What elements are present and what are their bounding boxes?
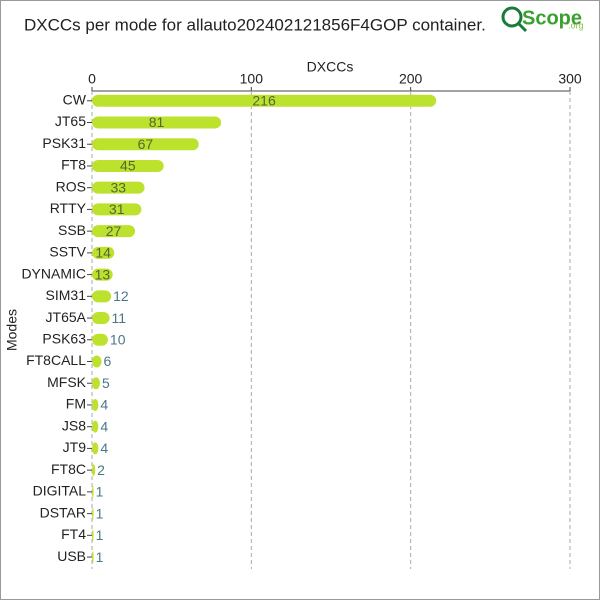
y-tick-label: FM: [66, 396, 86, 412]
x-tick-label: 200: [399, 71, 423, 87]
y-tick-label: JT9: [63, 439, 87, 455]
value-label: 11: [112, 310, 127, 326]
bar: [92, 312, 110, 325]
bar: [92, 333, 108, 346]
bar: [92, 181, 145, 194]
y-tick-label: PSK31: [42, 135, 86, 151]
y-tick-label: JS8: [62, 417, 86, 433]
y-tick-label: JT65: [55, 113, 86, 129]
y-tick-label: PSK63: [42, 330, 86, 346]
value-label: 12: [113, 288, 129, 304]
y-tick-label: FT8C: [51, 461, 86, 477]
logo: Scope .org: [501, 6, 584, 33]
logo-suffix: .org: [568, 20, 584, 30]
value-label: 1: [96, 505, 104, 521]
logo-text: Scope: [522, 7, 582, 29]
bar: [92, 94, 437, 107]
value-label: 4: [100, 397, 108, 413]
value-label: 33: [111, 179, 127, 195]
y-tick-label: SSB: [58, 222, 86, 238]
value-label: 6: [104, 353, 112, 369]
x-tick-label: 300: [558, 71, 582, 87]
x-axis-label: DXCCs: [307, 59, 354, 75]
logo-icon: [516, 21, 528, 33]
bar: [92, 442, 99, 455]
y-tick-label: FT8: [61, 157, 86, 173]
bar: [92, 551, 94, 564]
bar: [92, 290, 112, 303]
value-label: 1: [96, 484, 104, 500]
bar: [92, 138, 199, 151]
y-tick-label: USB: [57, 548, 86, 564]
value-label: 67: [138, 136, 154, 152]
value-label: 13: [95, 266, 111, 282]
y-tick-label: MFSK: [47, 374, 87, 390]
value-label: 2: [97, 462, 105, 478]
y-tick-label: DYNAMIC: [21, 265, 86, 281]
bar: [92, 464, 96, 477]
value-label: 1: [96, 527, 104, 543]
value-label: 14: [95, 245, 111, 261]
value-label: 27: [106, 223, 122, 239]
y-tick-label: SIM31: [46, 287, 87, 303]
value-label: 31: [109, 201, 125, 217]
bar: [92, 268, 113, 281]
bar: [92, 225, 136, 238]
y-tick-label: DIGITAL: [33, 483, 87, 499]
value-label: 45: [120, 158, 136, 174]
bar: [92, 420, 99, 433]
value-label: 1: [96, 549, 104, 565]
value-label: 216: [252, 92, 276, 108]
bar: [92, 398, 99, 411]
y-tick-label: CW: [63, 91, 87, 107]
y-tick-label: FT4: [61, 526, 86, 542]
bar: [92, 529, 94, 542]
value-label: 4: [100, 418, 108, 434]
x-tick-label: 0: [88, 71, 96, 87]
bar: [92, 377, 100, 390]
bar: [92, 355, 102, 368]
value-label: 81: [149, 114, 165, 130]
y-tick-label: DSTAR: [40, 504, 86, 520]
x-tick-label: 100: [240, 71, 264, 87]
chart-title: DXCCs per mode for allauto202402121856F4…: [24, 15, 486, 34]
bar: [92, 246, 115, 259]
y-tick-label: ROS: [56, 178, 86, 194]
bar: [92, 116, 222, 129]
bar: [92, 485, 94, 498]
bar: [92, 203, 142, 216]
value-label: 4: [100, 440, 108, 456]
y-tick-label: SSTV: [49, 244, 86, 260]
value-label: 10: [110, 331, 126, 347]
y-tick-label: FT8CALL: [26, 352, 86, 368]
bar: [92, 159, 164, 172]
y-tick-label: JT65A: [46, 309, 87, 325]
y-axis-label: Modes: [4, 309, 20, 351]
value-label: 5: [102, 375, 110, 391]
logo-icon: [501, 6, 523, 28]
y-tick-label: RTTY: [50, 200, 87, 216]
bar: [92, 507, 94, 520]
